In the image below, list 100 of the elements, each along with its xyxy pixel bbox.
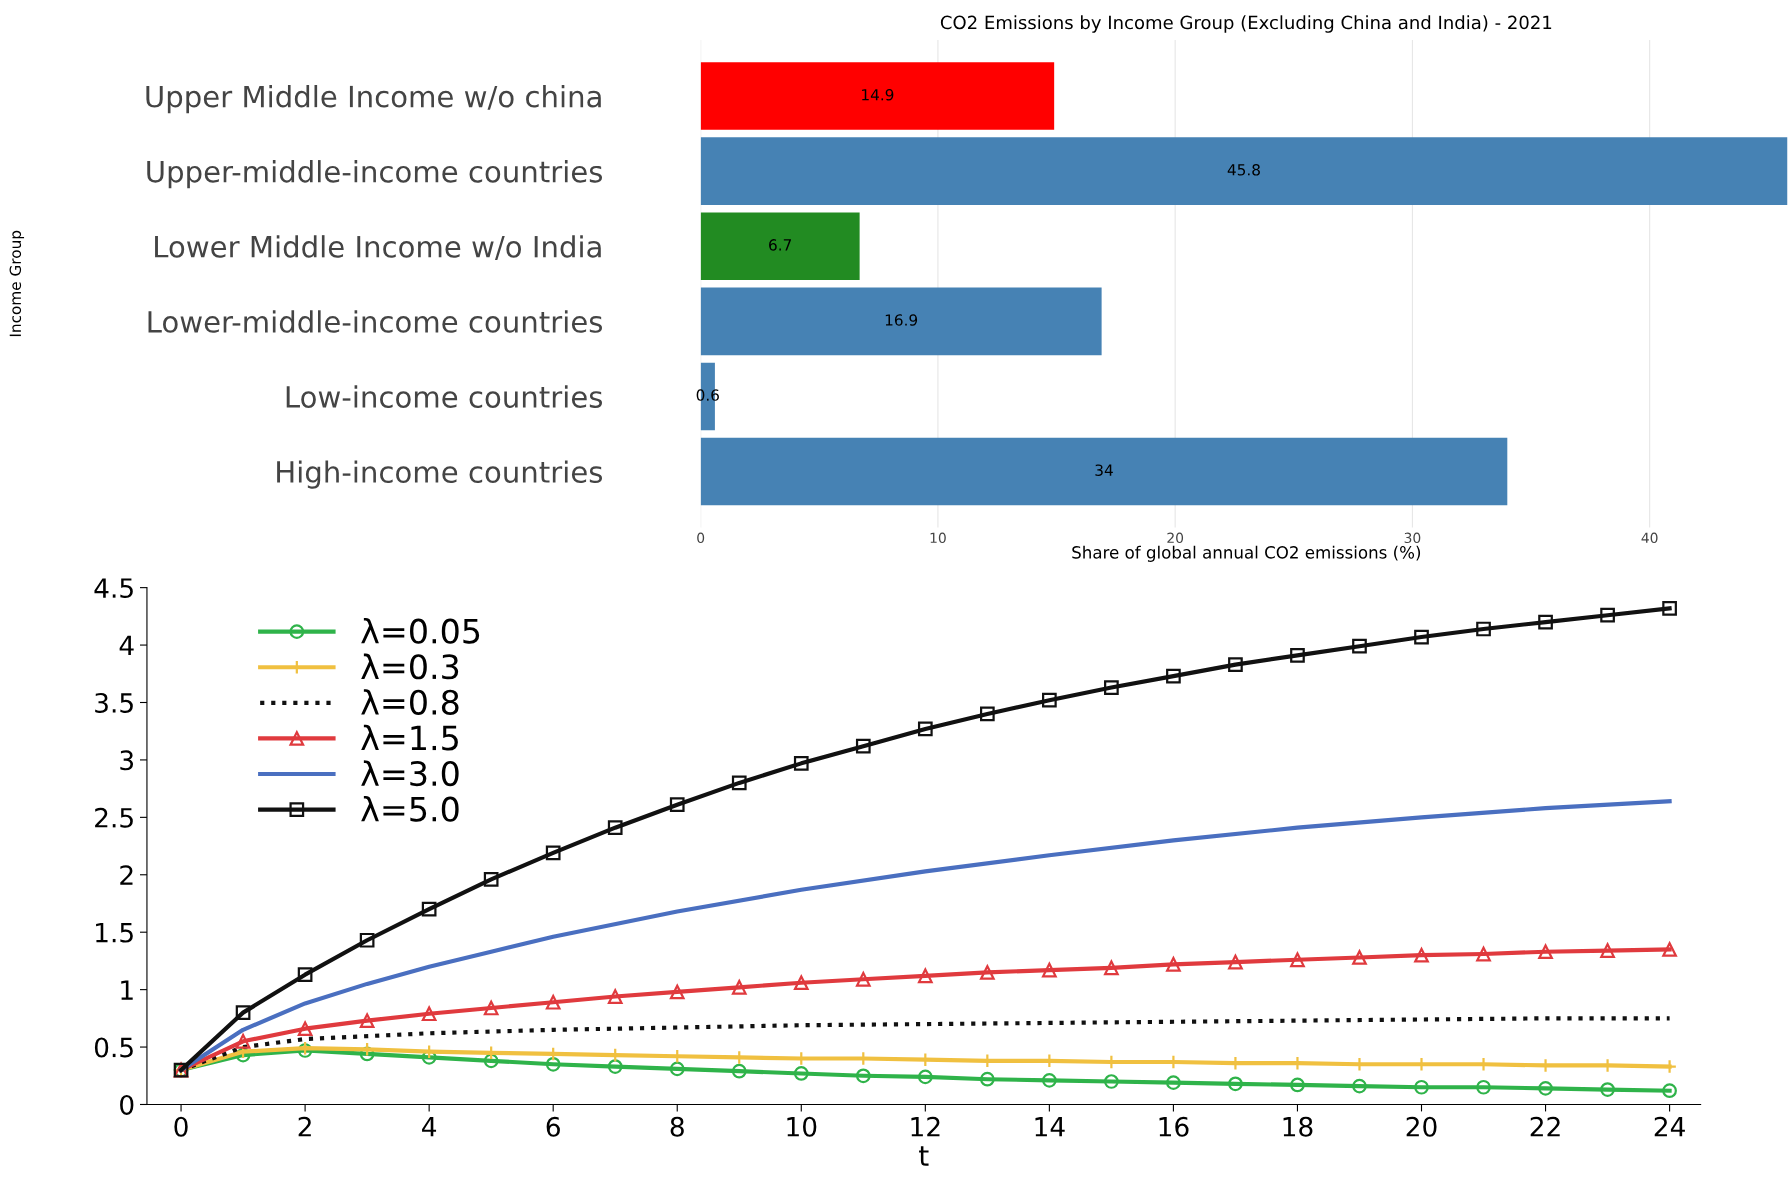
point [1414, 947, 1429, 963]
point [359, 932, 375, 948]
y-tick-label: 0 [120, 1094, 134, 1115]
point [917, 968, 933, 984]
x-tick-label: 22 [1530, 1116, 1560, 1137]
bar [700, 437, 1508, 506]
point [1476, 621, 1491, 637]
x-tick-label: 0 [174, 1116, 188, 1137]
point [1414, 1079, 1429, 1095]
x-tick-label: 8 [670, 1116, 684, 1137]
x-tick-label: 2 [298, 1116, 311, 1137]
point [1538, 614, 1553, 630]
x-axis-title: t [919, 1146, 929, 1166]
y-tick-label: Upper-middle-income countries [147, 160, 603, 189]
point [421, 1006, 437, 1022]
legend-label: λ=5.0 [361, 795, 459, 822]
point [1476, 1079, 1491, 1095]
point [545, 1056, 561, 1072]
y-tick-label: High-income countries [277, 460, 603, 489]
x-tick-label: 20 [1406, 1116, 1437, 1137]
x-tick-label: 12 [911, 1116, 940, 1137]
x-tick-label: 6 [546, 1116, 560, 1137]
point [1228, 954, 1243, 970]
point [1166, 668, 1181, 684]
point [1352, 1078, 1367, 1094]
point [607, 1059, 623, 1074]
point [1104, 960, 1119, 976]
point [979, 1071, 995, 1087]
point [1352, 638, 1367, 654]
point [1166, 957, 1181, 972]
x-tick-label: 0 [697, 532, 705, 544]
data-label: 6.7 [769, 239, 791, 251]
x-tick-label: 24 [1654, 1116, 1685, 1137]
point [1600, 943, 1615, 958]
legend-label: λ=1.5 [361, 724, 458, 751]
point [297, 967, 313, 983]
data-label: 14.9 [862, 88, 894, 101]
y-tick-label: 0.5 [94, 1037, 133, 1058]
point [979, 706, 995, 722]
point [1538, 1081, 1553, 1096]
point [483, 1000, 499, 1016]
legend-label: λ=0.3 [361, 653, 459, 680]
x-tick-label: 10 [930, 532, 946, 544]
x-tick-label: 4 [422, 1117, 437, 1137]
y-tick-label: 4.5 [94, 578, 133, 599]
point [545, 845, 561, 861]
point [1352, 950, 1367, 965]
point [297, 1021, 313, 1037]
point [1290, 648, 1305, 663]
data-label: 16.9 [885, 314, 918, 326]
point [1290, 952, 1305, 968]
bar [700, 287, 1102, 356]
point [1104, 680, 1119, 695]
bar [700, 62, 1055, 130]
point [917, 1069, 933, 1085]
point [917, 721, 933, 737]
point [1662, 1083, 1677, 1099]
point [1042, 962, 1057, 978]
bar [700, 137, 1788, 205]
point [1662, 600, 1677, 616]
point [1228, 657, 1243, 672]
chart-title: CO2 Emissions by Income Group (Excluding China and India) - 2021 [940, 15, 1552, 33]
point [979, 965, 995, 980]
y-tick-label: Upper Middle Income w/o china [146, 84, 601, 114]
point [483, 1053, 499, 1069]
bar [700, 212, 860, 281]
x-tick-label: 30 [1404, 532, 1421, 544]
point [607, 989, 623, 1004]
point [545, 994, 561, 1010]
point [1228, 1076, 1243, 1092]
point [359, 1013, 375, 1028]
y-tick-label: Low-income countries [286, 385, 603, 408]
point [669, 1061, 685, 1077]
point [1290, 1077, 1305, 1093]
point [483, 872, 499, 887]
point [421, 901, 437, 917]
point [1600, 607, 1615, 623]
point [731, 1063, 747, 1079]
legend-label: λ=3.0 [361, 760, 459, 787]
point [1042, 1073, 1057, 1088]
point [855, 971, 871, 987]
point [235, 1033, 251, 1049]
y-tick-label: 4 [119, 635, 134, 656]
point [1166, 1075, 1181, 1091]
point [1600, 1082, 1615, 1097]
data-label: 45.8 [1227, 164, 1260, 176]
legend-label: λ=0.8 [361, 689, 459, 715]
point [793, 756, 809, 771]
y-tick-label: 1 [121, 980, 133, 1000]
point [1662, 942, 1677, 957]
point [669, 984, 685, 1000]
y-tick-label: 1.5 [96, 922, 133, 943]
x-axis-title: Share of global annual CO2 emissions (%) [1072, 545, 1421, 562]
y-axis-title: Income Group [9, 230, 25, 337]
point [855, 1068, 871, 1084]
x-tick-label: 14 [1035, 1117, 1065, 1137]
y-tick-label: Lower Middle Income w/o India [155, 235, 601, 261]
y-tick-label: 3.5 [95, 692, 133, 713]
x-tick-label: 20 [1167, 532, 1184, 544]
y-tick-label: 3 [120, 750, 134, 771]
